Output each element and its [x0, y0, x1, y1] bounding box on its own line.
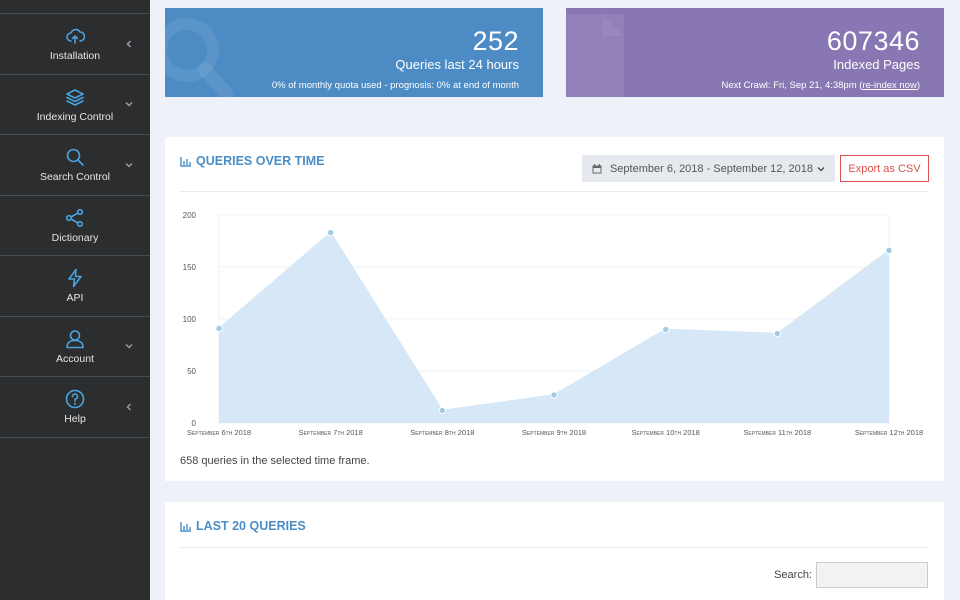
y-tick-label: 100: [183, 315, 197, 324]
data-point[interactable]: [773, 329, 782, 338]
next-crawl-suffix: ): [916, 80, 920, 91]
search-watermark-icon: [165, 18, 234, 97]
panel-header: Queries over time September 6, 2018 - Se…: [180, 137, 929, 192]
sidebar-item-label: API: [66, 292, 84, 305]
queries-chart: 0 50 100 150 200 September 6th 2018 September …: [165, 207, 944, 447]
x-tick-label: September 12th 2018: [855, 428, 923, 437]
queries-count-label: Queries last 24 hours: [395, 57, 519, 72]
sidebar-item-label: Dictionary: [51, 231, 99, 244]
share-icon: [64, 207, 86, 229]
chevron-down-icon: [124, 160, 134, 170]
y-tick-label: 0: [192, 419, 197, 428]
sidebar-item-label: Search Control: [39, 171, 111, 184]
sidebar-item-indexing-control[interactable]: Indexing Control: [0, 75, 150, 135]
sidebar-item-account[interactable]: Account: [0, 317, 150, 377]
x-tick-label: September 6th 2018: [187, 428, 251, 437]
y-tick-label: 200: [183, 211, 197, 220]
panel-title-text: Last 20 queries: [196, 519, 306, 533]
chevron-down-icon: [817, 166, 825, 172]
indexed-pages-label: Indexed Pages: [833, 57, 920, 72]
search-input[interactable]: [816, 562, 928, 588]
chevron-left-icon: [124, 39, 134, 49]
user-icon: [64, 328, 86, 350]
sidebar-item-dictionary[interactable]: Dictionary: [0, 196, 150, 256]
data-point[interactable]: [438, 406, 447, 415]
queries-count: 252: [472, 26, 519, 56]
reindex-now-link[interactable]: re-index now: [862, 80, 917, 91]
y-tick-label: 150: [183, 263, 197, 272]
search-label: Search:: [774, 569, 812, 581]
chevron-down-icon: [124, 341, 134, 351]
export-csv-button[interactable]: Export as CSV: [840, 155, 929, 182]
sidebar-item-label: Indexing Control: [36, 110, 114, 123]
sidebar-item-label: Help: [64, 413, 86, 426]
lightning-icon: [64, 267, 86, 289]
indexed-pages-stat-card: 607346 Indexed Pages Next Crawl: Fri, Se…: [566, 8, 944, 97]
chevron-left-icon: [124, 402, 134, 412]
x-tick-label: September 11th 2018: [743, 428, 811, 437]
panel-title-text: Queries over time: [196, 154, 325, 168]
y-tick-label: 50: [187, 367, 196, 376]
sidebar: Installation Indexing Control Search Contr…: [0, 0, 150, 600]
calendar-icon: [592, 163, 602, 173]
sidebar-item-label: Account: [56, 352, 94, 365]
indexed-pages-count: 607346: [826, 26, 920, 56]
next-crawl-note: Next Crawl: Fri, Sep 21, 4:38pm (re-inde…: [721, 80, 920, 91]
sidebar-item-label: Installation: [49, 50, 101, 63]
sidebar-item-search-control[interactable]: Search Control: [0, 135, 150, 196]
search-row: Search:: [774, 562, 928, 588]
document-watermark-icon: [566, 14, 624, 97]
layers-icon: [64, 86, 86, 108]
sidebar-item-api[interactable]: API: [0, 256, 150, 317]
x-tick-label: September 9th 2018: [522, 428, 586, 437]
panel-title: Last 20 queries: [180, 519, 306, 533]
queries-chart-svg: 0 50 100 150 200 September 6th 2018 September …: [183, 211, 924, 437]
data-point[interactable]: [885, 246, 893, 255]
date-range-picker[interactable]: September 6, 2018 - September 12, 2018: [581, 155, 835, 182]
sidebar-top-edge: [0, 0, 150, 14]
queries-stat-card: 252 Queries last 24 hours 0% of monthly …: [165, 8, 543, 97]
panel-header: Last 20 queries: [180, 502, 929, 548]
area-fill: [219, 232, 889, 423]
date-range-text: September 6, 2018 - September 12, 2018: [609, 162, 813, 175]
next-crawl-text: Next Crawl: Fri, Sep 21, 4:38pm (: [721, 80, 863, 91]
x-tick-label: September 7th 2018: [299, 428, 363, 437]
queries-summary: 658 queries in the selected time frame.: [180, 455, 370, 467]
last-queries-panel: Last 20 queries Search:: [165, 502, 944, 600]
sidebar-item-installation[interactable]: Installation: [0, 14, 150, 75]
data-point[interactable]: [550, 391, 558, 399]
queries-over-time-panel: Queries over time September 6, 2018 - Se…: [165, 137, 944, 481]
search-icon: [64, 146, 86, 168]
bar-chart-icon: [180, 521, 191, 532]
data-point[interactable]: [215, 324, 223, 333]
data-point[interactable]: [326, 228, 335, 237]
quota-note: 0% of monthly quota used - prognosis: 0%…: [271, 80, 519, 91]
cloud-upload-icon: [64, 25, 86, 47]
x-tick-label: September 8th 2018: [410, 428, 474, 437]
sidebar-nav: Installation Indexing Control Search Contr…: [0, 14, 150, 438]
help-circle-icon: [64, 388, 86, 410]
sidebar-item-help[interactable]: Help: [0, 377, 150, 438]
bar-chart-icon: [180, 156, 191, 167]
x-tick-label: September 10th 2018: [631, 428, 699, 437]
chevron-down-icon: [124, 99, 134, 109]
data-point[interactable]: [661, 325, 670, 334]
panel-title: Queries over time: [180, 154, 325, 168]
